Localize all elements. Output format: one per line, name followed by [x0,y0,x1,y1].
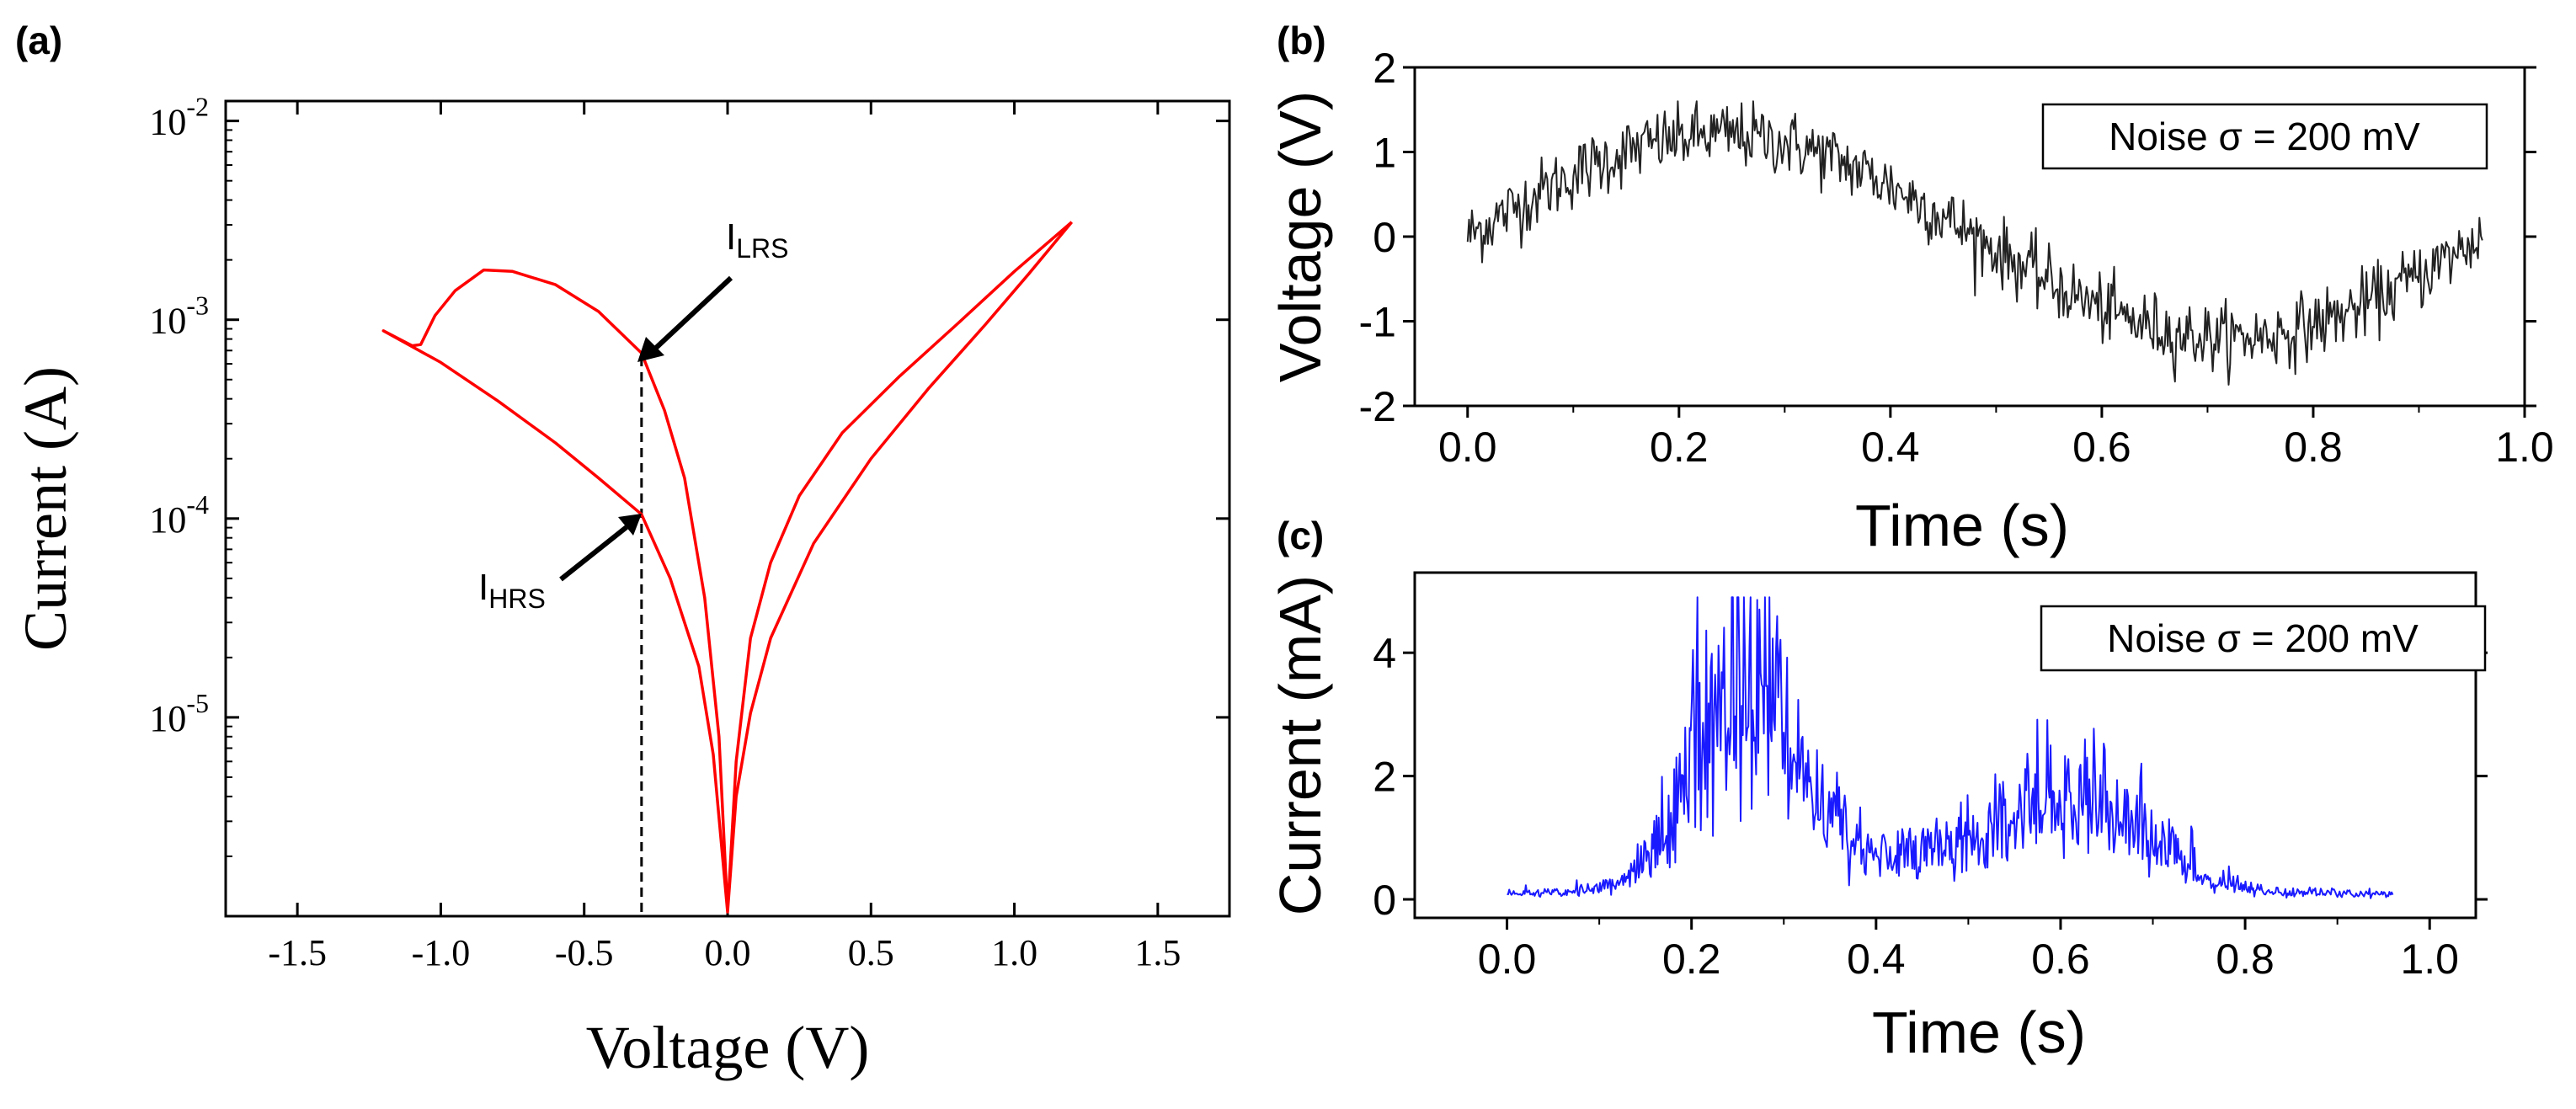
xtick-label-a-5: 1.0 [991,932,1037,973]
xtick-label-a-6: 1.5 [1134,932,1181,973]
xtick-labels-a: -1.5 -1.0 -0.5 0.0 0.5 1.0 1.5 [268,932,1181,973]
legend-box-c [2040,605,2487,672]
ytick-label-a-1: 10-3 [149,291,209,342]
annotation-lrs-arrowhead [637,337,664,362]
ytick-labels-a: 10-210-310-410-5 [149,92,209,739]
ticks-c [1403,651,2488,930]
ytick-base-a-2: 10 [149,499,186,541]
xtick-label-b-1: 0.2 [1650,424,1709,471]
x-axis-title-c: Time (s) [1872,1000,2086,1065]
y-axis-title-a: Current (A) [12,366,79,651]
ytick-base-a-1: 10 [149,301,186,342]
ytick-exp-a-2: -4 [186,489,209,520]
legend-box-b [2041,103,2488,170]
x-axis-title-b: Time (s) [1855,493,2069,558]
ytick-labels-c: 4 2 0 [1373,630,1396,924]
voltage-noise-line [1466,100,2483,386]
annotation-hrs-arrowhead [618,514,642,536]
xtick-label-c-3: 0.6 [2031,936,2090,983]
ytick-label-b-4: -2 [1359,383,1396,430]
annotation-lrs-arrow-shaft [653,275,733,351]
y-axis-title-b: Voltage (V) [1267,91,1333,382]
ticks-b [1403,66,2536,418]
ytick-label-b-3: -1 [1359,299,1396,346]
xtick-label-b-3: 0.6 [2072,424,2131,471]
legend-b: Noise σ = 200 mV [2041,103,2488,170]
xtick-label-a-3: 0.0 [705,932,751,973]
ytick-exp-a-3: -5 [186,688,209,718]
ytick-base-a-0: 10 [149,102,186,143]
xtick-label-b-0: 0.0 [1438,424,1497,471]
xtick-label-c-2: 0.4 [1847,936,1906,983]
ytick-label-c-2: 0 [1373,877,1396,924]
panel-label-b: (b) [1277,19,1326,62]
ytick-base-a-3: 10 [149,698,186,739]
annotation-hrs-sub: HRS [488,584,546,614]
annotation-hrs: IHRS [478,514,642,614]
xtick-label-b-2: 0.4 [1861,424,1920,471]
annotation-hrs-arrow-shaft [559,525,628,582]
xtick-label-a-0: -1.5 [268,932,327,973]
xtick-label-a-1: -1.0 [412,932,471,973]
panel-a: (a) -1.5 -1.0 -0.5 0.0 0.5 1.0 1.5 10-210-310-… [12,19,1231,1081]
annotation-hrs-label: IHRS [478,567,546,614]
xtick-label-b-5: 1.0 [2495,424,2554,471]
ytick-label-b-0: 2 [1373,45,1396,92]
ticks-a [226,101,1229,916]
ytick-label-b-2: 0 [1373,214,1396,261]
annotation-hrs-base: I [478,567,488,608]
xtick-labels-c: 0.0 0.2 0.4 0.6 0.8 1.0 [1478,936,2459,983]
y-axis-title-c: Current (mA) [1267,575,1333,915]
ytick-label-a-2: 10-4 [149,489,209,541]
ytick-label-c-1: 2 [1373,754,1396,801]
xtick-label-b-4: 0.8 [2284,424,2343,471]
xtick-label-a-4: 0.5 [848,932,894,973]
ytick-exp-a-0: -2 [186,92,209,122]
panel-c: (c) 0.0 0.2 0.4 0.6 0.8 1.0 4 2 0 Noise σ = 200… [1267,514,2488,1065]
ytick-label-a-0: 10-2 [149,92,209,143]
ytick-label-c-0: 4 [1373,630,1396,677]
ytick-labels-b: 2 1 0 -1 -2 [1359,45,1396,430]
hysteresis-loop-line [381,221,1074,914]
annotation-lrs-label: ILRS [726,216,788,264]
xtick-label-c-4: 0.8 [2216,936,2275,983]
current-noise-line [1507,596,2394,899]
xtick-labels-b: 0.0 0.2 0.4 0.6 0.8 1.0 [1438,424,2554,471]
xtick-label-c-5: 1.0 [2400,936,2459,983]
xtick-label-a-2: -0.5 [555,932,614,973]
legend-text-b: Noise σ = 200 mV [2109,115,2420,158]
plot-frame-c [1413,571,2477,920]
xtick-label-c-0: 0.0 [1478,936,1537,983]
ytick-exp-a-1: -3 [186,291,209,321]
legend-c: Noise σ = 200 mV [2040,605,2487,672]
panel-label-c: (c) [1277,514,1324,557]
panel-label-a: (a) [15,19,62,62]
annotation-lrs: ILRS [637,216,788,362]
x-axis-title-a: Voltage (V) [586,1014,870,1081]
legend-text-c: Noise σ = 200 mV [2107,616,2419,660]
annotation-lrs-base: I [726,216,736,258]
xtick-label-c-1: 0.2 [1662,936,1721,983]
ytick-label-a-3: 10-5 [149,688,209,739]
annotation-lrs-sub: LRS [736,233,788,264]
ytick-label-b-1: 1 [1373,130,1396,177]
panel-b: (b) 0.0 0.2 0.4 0.6 0.8 1.0 2 1 0 -1 -2 Noise σ =… [1267,19,2554,558]
